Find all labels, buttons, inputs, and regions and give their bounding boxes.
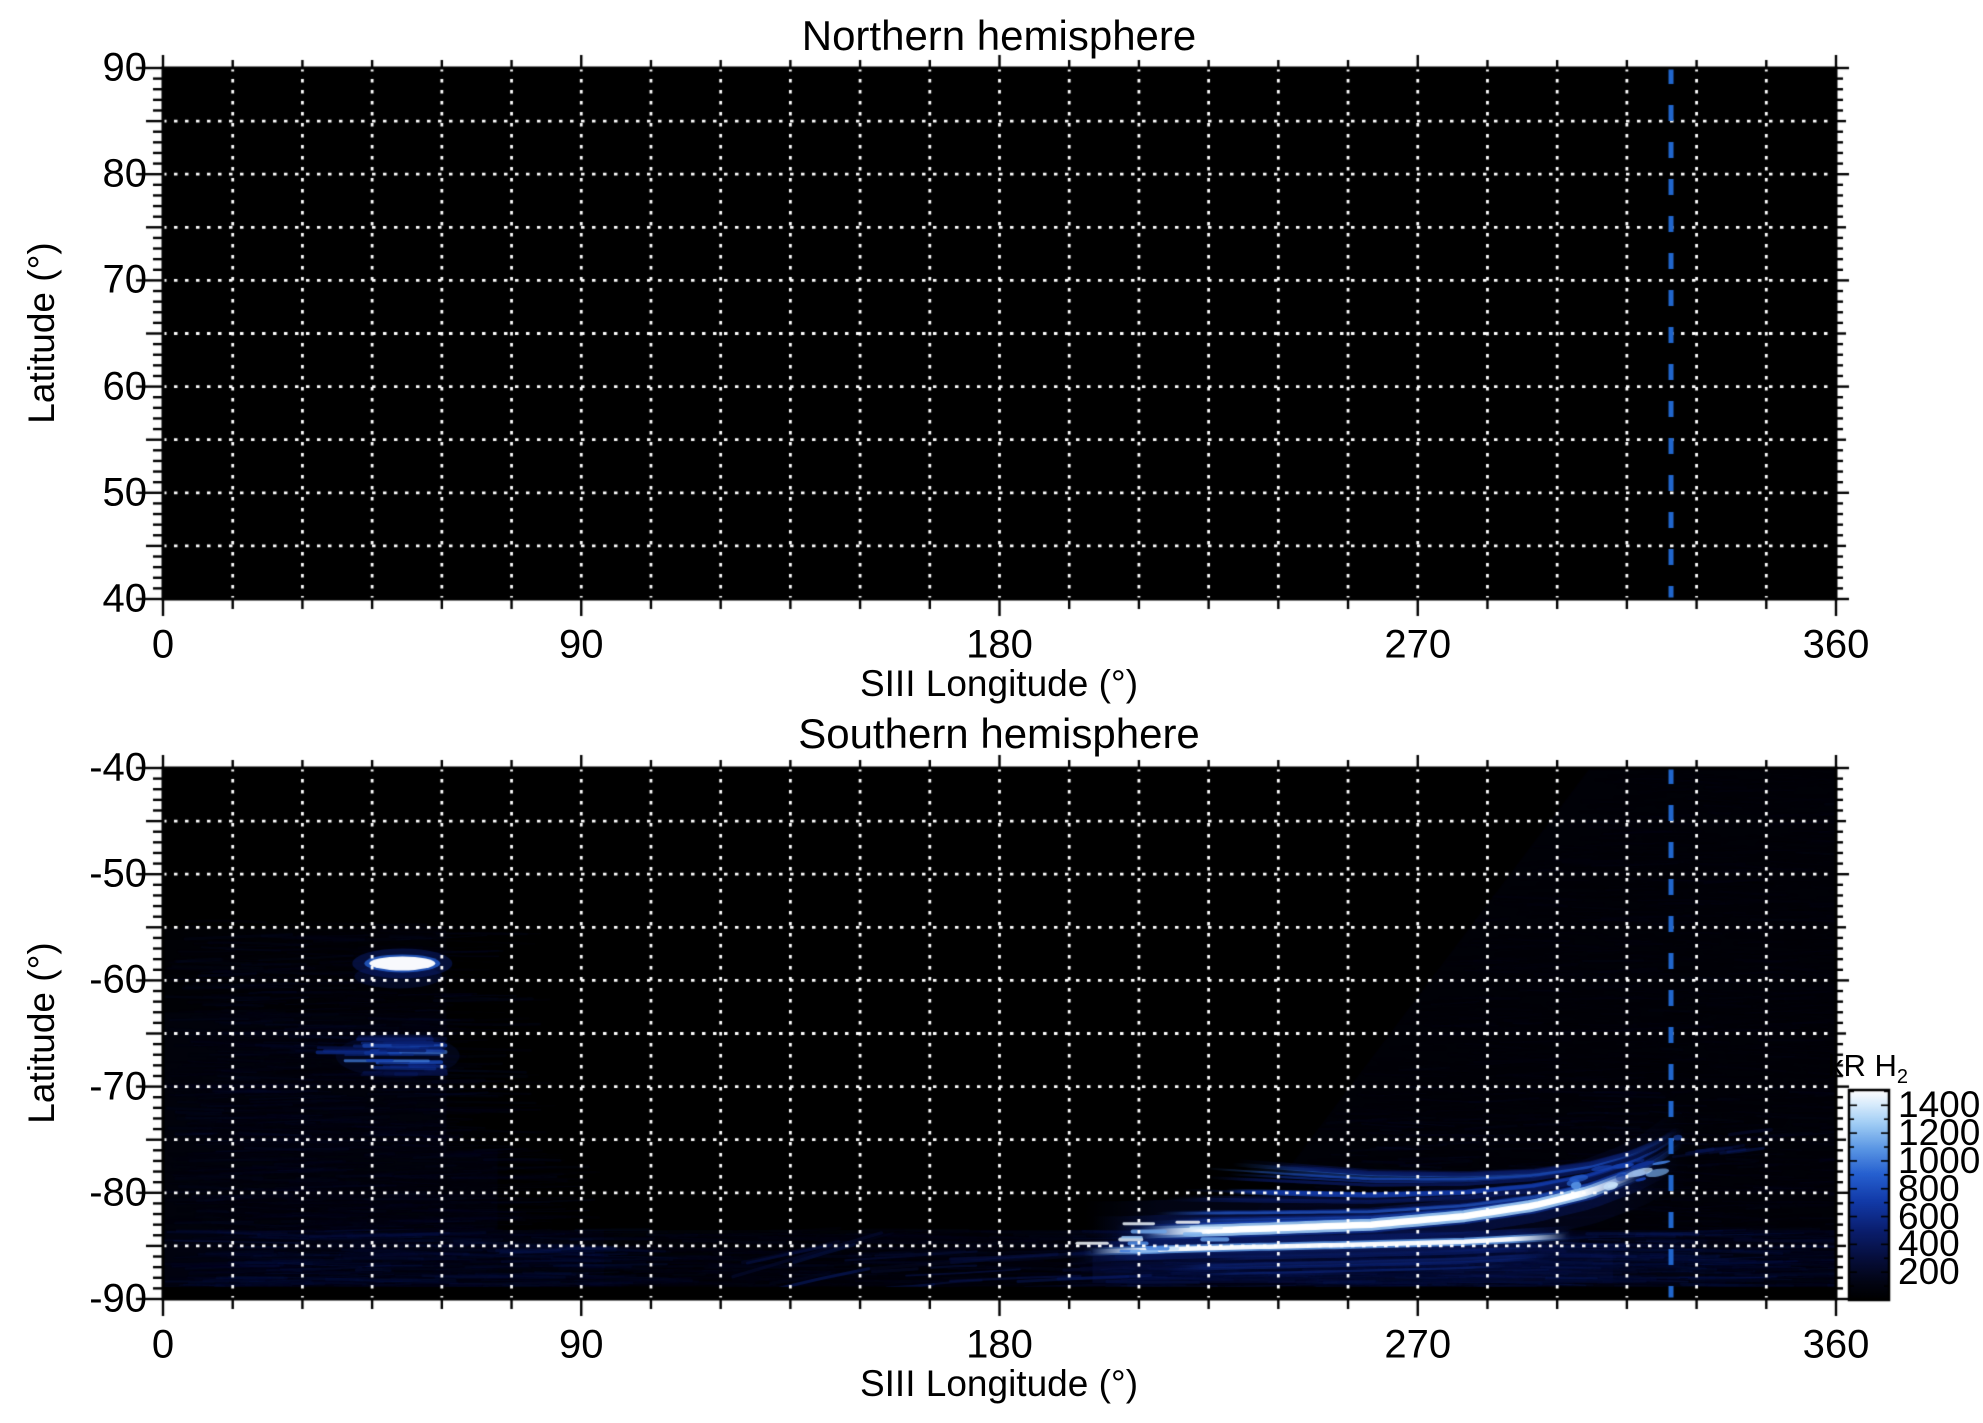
north-ytick-label: 50 xyxy=(102,470,148,515)
south-panel-title: Southern hemisphere xyxy=(798,710,1200,757)
south-x-axis-label: SIII Longitude (°) xyxy=(859,1363,1139,1404)
south-xtick-label: 180 xyxy=(966,1322,1033,1367)
north-ytick-label: 40 xyxy=(102,576,148,621)
north-xtick-label: 360 xyxy=(1802,622,1870,667)
south-y-axis-label: Latitude (°) xyxy=(21,942,62,1124)
north-x-axis-label: SIII Longitude (°) xyxy=(859,663,1139,704)
south-ytick-label: -60 xyxy=(89,957,147,1002)
colorbar-title-sub: 2 xyxy=(1896,1066,1909,1089)
north-ytick-label: 70 xyxy=(102,257,148,302)
colorbar-tick-label: 200 xyxy=(1898,1251,1960,1293)
south-xtick-label: 0 xyxy=(151,1322,175,1367)
south-xtick-label: 360 xyxy=(1802,1322,1870,1367)
colorbar-tick-label: 600 xyxy=(1898,1195,1960,1237)
colorbar-tick-label: 400 xyxy=(1898,1223,1960,1265)
colorbar-tick-label: 1000 xyxy=(1898,1139,1981,1181)
colorbar-title: kR H2 xyxy=(1828,1048,1908,1089)
colorbar-tick-label: 800 xyxy=(1898,1167,1960,1209)
south-ytick-label: -70 xyxy=(89,1064,147,1109)
north-ytick-label: 60 xyxy=(102,364,148,409)
colorbar-title-main: kR H xyxy=(1828,1048,1897,1083)
north-xtick-label: 270 xyxy=(1384,622,1452,667)
colorbar-tick-label: 1400 xyxy=(1898,1084,1981,1126)
north-xtick-label: 0 xyxy=(151,622,175,667)
north-panel-title: Northern hemisphere xyxy=(801,12,1197,59)
north-xtick-label: 90 xyxy=(559,622,604,667)
south-ytick-label: -90 xyxy=(89,1276,147,1321)
north-y-axis-label: Latitude (°) xyxy=(21,242,62,424)
south-ytick-label: -50 xyxy=(89,851,147,896)
north-ytick-label: 80 xyxy=(102,151,148,196)
south-xtick-label: 90 xyxy=(559,1322,604,1367)
north-xtick-label: 180 xyxy=(966,622,1033,667)
north-ytick-label: 90 xyxy=(102,45,148,90)
south-ytick-label: -40 xyxy=(89,745,147,790)
south-ytick-label: -80 xyxy=(89,1170,147,1215)
south-xtick-label: 270 xyxy=(1384,1322,1452,1367)
colorbar-tick-label: 1200 xyxy=(1898,1112,1981,1154)
